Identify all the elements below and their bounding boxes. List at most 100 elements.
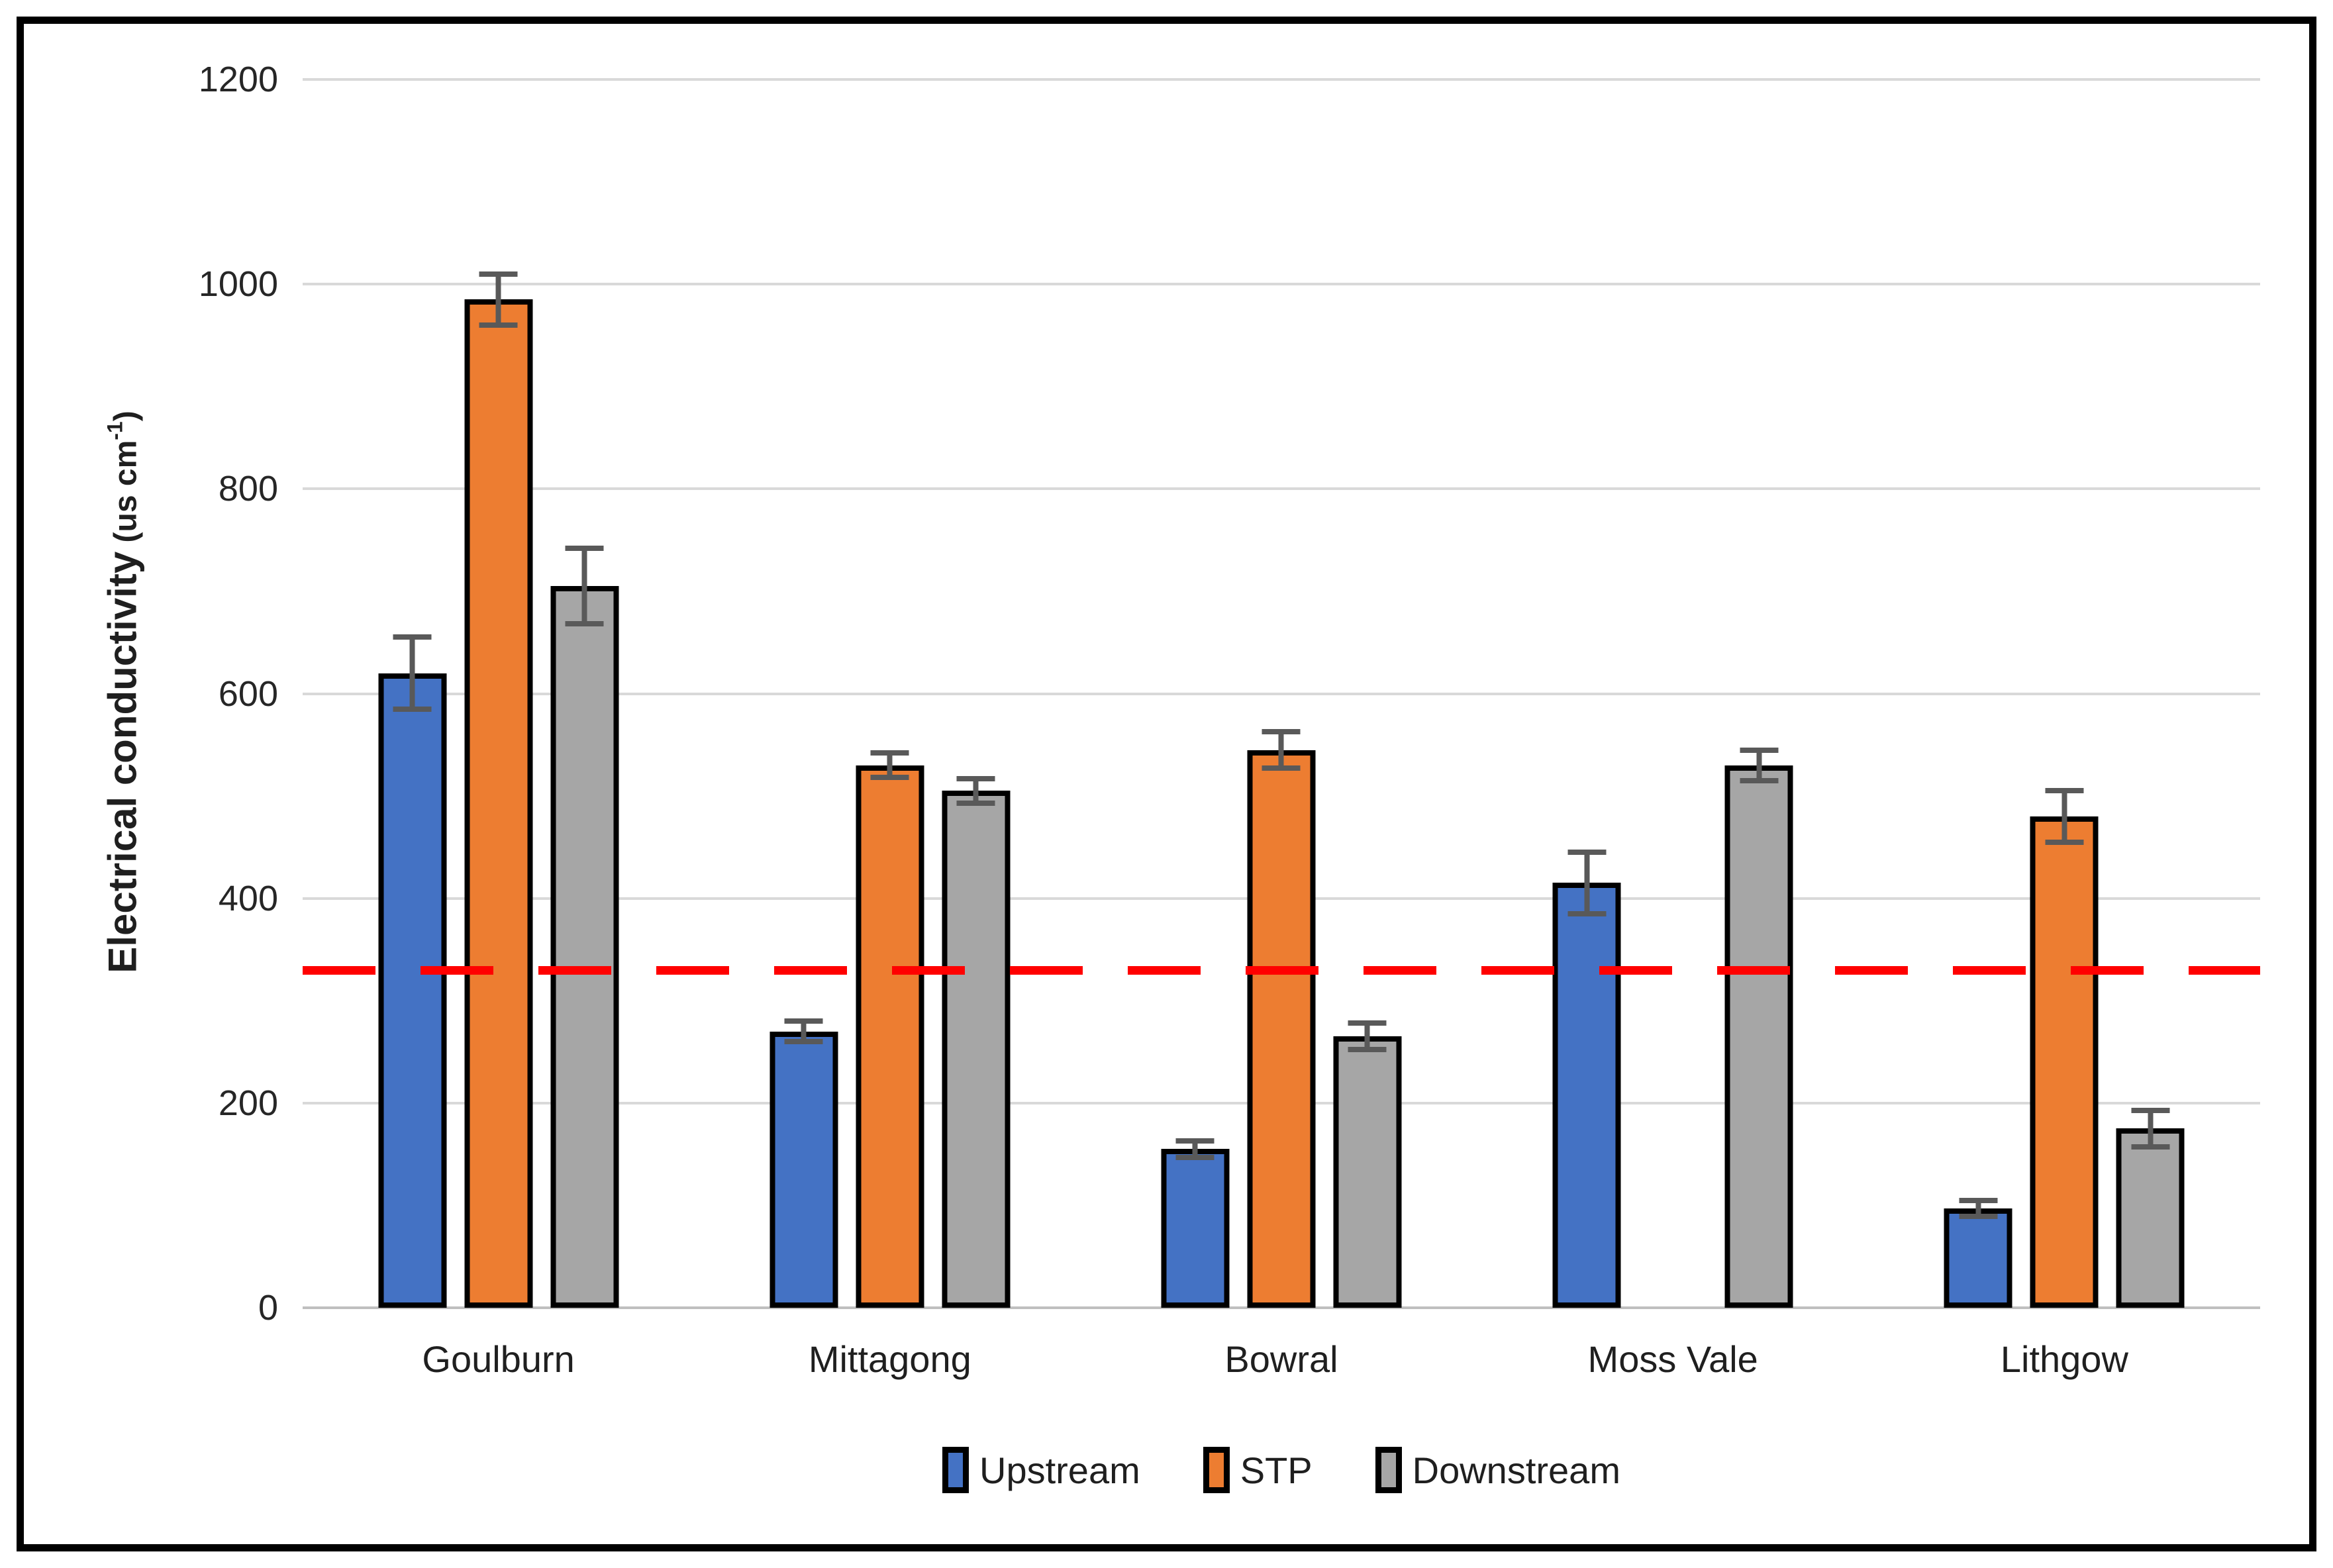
error-bar-line xyxy=(1756,750,1762,781)
error-bar-cap-top xyxy=(1567,850,1607,856)
category-label-moss-vale: Moss Vale xyxy=(1587,1338,1758,1380)
error-bar-cap-bottom xyxy=(1959,1214,1998,1220)
bar-upstream-0 xyxy=(378,673,447,1308)
error-bar-cap-bottom xyxy=(2045,839,2084,845)
category-label-goulburn: Goulburn xyxy=(422,1338,575,1380)
bar-slot-downstream xyxy=(2116,79,2185,1308)
bar-slot-upstream xyxy=(769,79,838,1308)
bar-slot-stp xyxy=(2030,79,2099,1308)
bar-slot-downstream xyxy=(550,79,619,1308)
error-bar-line xyxy=(887,753,893,778)
bar-downstream-2 xyxy=(1333,1036,1402,1308)
error-bar-line xyxy=(1975,1200,1981,1217)
error-bar-cap-top xyxy=(1175,1138,1215,1144)
y-tick-label: 600 xyxy=(218,673,278,714)
gridline-1000 xyxy=(303,283,2260,286)
bar-slot-downstream xyxy=(942,79,1011,1308)
error-bar-line xyxy=(495,273,501,325)
error-bar-cap-top xyxy=(870,750,909,756)
error-bar-cap-bottom xyxy=(479,322,518,328)
legend-marker-downstream xyxy=(1375,1447,1402,1493)
error-bar-line xyxy=(409,637,415,709)
y-tick-label: 800 xyxy=(218,469,278,509)
bar-row xyxy=(1161,79,1402,1308)
error-bar-cap-top xyxy=(956,775,995,781)
bar-stp-4 xyxy=(2030,816,2099,1308)
error-bar-line xyxy=(1364,1023,1370,1050)
bar-row xyxy=(1944,79,2185,1308)
error-bar-cap-bottom xyxy=(784,1039,823,1045)
bar-row xyxy=(378,79,619,1308)
y-tick-label: 200 xyxy=(218,1083,278,1123)
error-bar-cap-top xyxy=(393,634,432,640)
bar-stp-1 xyxy=(856,765,924,1308)
error-bar-cap-bottom xyxy=(1262,765,1301,771)
bar-downstream-4 xyxy=(2116,1128,2185,1308)
bar-downstream-0 xyxy=(550,586,619,1308)
y-tick-label: 0 xyxy=(258,1288,278,1328)
chart-frame xyxy=(17,17,2316,1551)
error-bar-cap-bottom xyxy=(1567,910,1607,916)
error-bar-cap-top xyxy=(1348,1020,1387,1026)
error-bar-cap-top xyxy=(1740,747,1779,753)
bar-downstream-1 xyxy=(942,791,1011,1308)
bar-slot-stp xyxy=(856,79,924,1308)
bar-slot-stp xyxy=(1639,79,1707,1308)
legend-item-stp: STP xyxy=(1203,1447,1313,1493)
legend-item-upstream: Upstream xyxy=(942,1447,1140,1493)
error-bar-line xyxy=(2148,1110,2154,1148)
error-bar-line xyxy=(581,548,587,624)
error-bar-cap-top xyxy=(2045,788,2084,794)
legend-label-stp: STP xyxy=(1240,1449,1313,1491)
bar-row xyxy=(769,79,1011,1308)
legend-marker-upstream xyxy=(942,1447,969,1493)
error-bar-cap-top xyxy=(2131,1107,2170,1113)
error-bar-cap-top xyxy=(565,546,604,551)
bar-stp-0 xyxy=(464,299,533,1308)
y-axis-unit-suffix: ) xyxy=(108,411,144,422)
error-bar-cap-bottom xyxy=(1175,1154,1215,1160)
error-bar-cap-bottom xyxy=(565,621,604,627)
category-label-bowral: Bowral xyxy=(1224,1338,1338,1380)
plot-area xyxy=(303,78,2260,1309)
bar-group-goulburn xyxy=(303,79,694,1308)
bar-upstream-3 xyxy=(1552,883,1621,1308)
error-bar-cap-bottom xyxy=(393,706,432,712)
y-tick-label: 400 xyxy=(218,878,278,918)
y-tick-label: 1000 xyxy=(198,264,278,305)
bar-slot-downstream xyxy=(1724,79,1793,1308)
error-bar-line xyxy=(1584,852,1590,914)
category-label-lithgow: Lithgow xyxy=(2000,1338,2128,1380)
error-bar-cap-top xyxy=(479,271,518,277)
y-tick-label: 1200 xyxy=(198,60,278,99)
bar-slot-upstream xyxy=(1161,79,1230,1308)
error-bar-cap-bottom xyxy=(1348,1047,1387,1053)
bar-group-bowral xyxy=(1085,79,1477,1308)
error-bar-cap-top xyxy=(1959,1197,1998,1203)
category-label-mittagong: Mittagong xyxy=(808,1338,971,1380)
legend-label-downstream: Downstream xyxy=(1412,1449,1620,1491)
error-bar-cap-bottom xyxy=(1740,777,1779,783)
bar-downstream-3 xyxy=(1724,765,1793,1308)
x-axis-line xyxy=(303,1306,2260,1309)
legend-item-downstream: Downstream xyxy=(1375,1447,1620,1493)
error-bar-line xyxy=(1278,731,1284,769)
bar-upstream-1 xyxy=(769,1031,838,1308)
gridline-800 xyxy=(303,487,2260,491)
bar-upstream-4 xyxy=(1944,1208,2012,1308)
bar-row xyxy=(1552,79,1793,1308)
bar-group-lithgow xyxy=(1869,79,2260,1308)
error-bar-cap-top xyxy=(1262,728,1301,734)
error-bar-cap-bottom xyxy=(870,775,909,781)
gridline-1200 xyxy=(303,78,2260,81)
y-axis-unit-exponent: -1 xyxy=(103,421,127,440)
bar-slot-stp xyxy=(464,79,533,1308)
gridline-600 xyxy=(303,692,2260,695)
error-bar-cap-top xyxy=(784,1018,823,1024)
reference-line xyxy=(303,965,2260,975)
legend: Upstream STP Downstream xyxy=(303,1447,2260,1493)
bar-slot-upstream xyxy=(1944,79,2012,1308)
legend-marker-stp xyxy=(1203,1447,1230,1493)
bar-group-moss-vale xyxy=(1477,79,1869,1308)
